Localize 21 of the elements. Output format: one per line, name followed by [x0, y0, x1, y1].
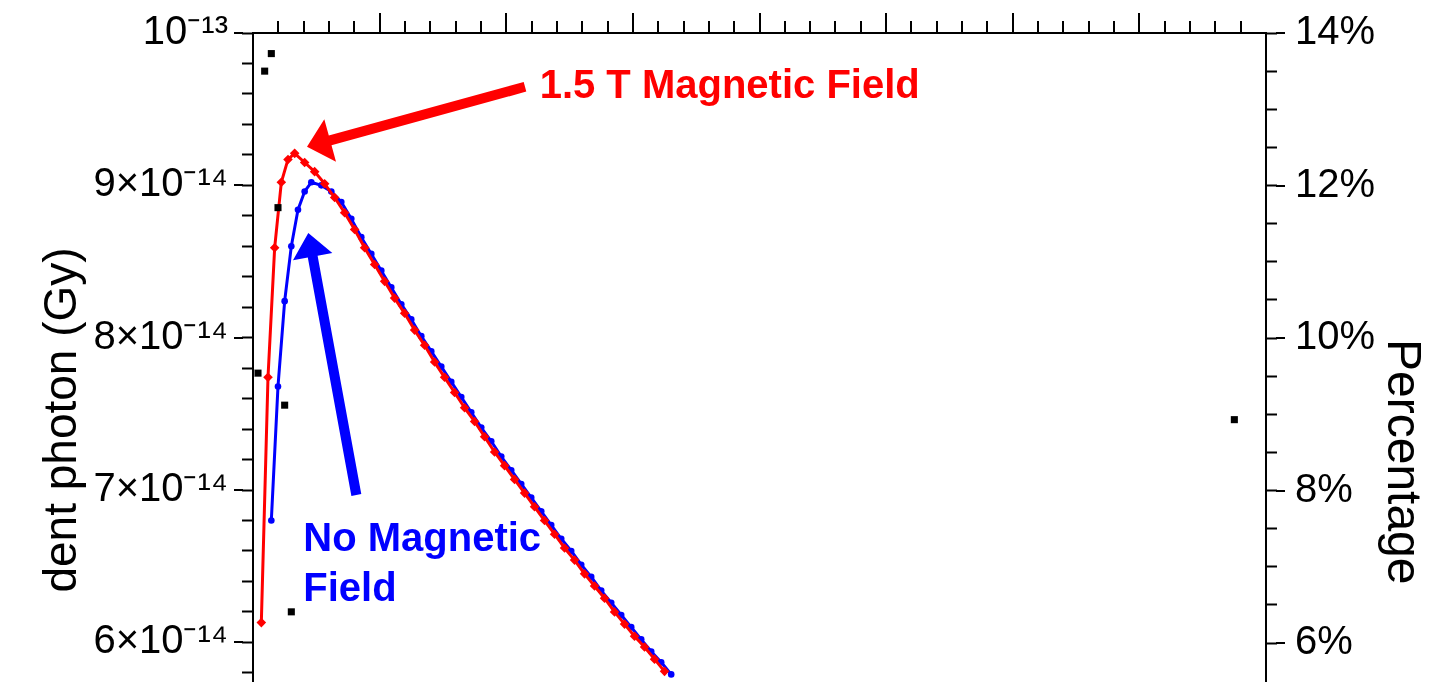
point — [287, 608, 295, 616]
y-tick-label: 10⁻¹³ — [142, 8, 228, 53]
point — [1230, 416, 1238, 424]
series-label: No Magnetic Field — [303, 514, 543, 612]
y-tick-label: 7×10⁻¹⁴ — [93, 465, 228, 510]
y2-tick-label: 10% — [1295, 313, 1376, 358]
point — [261, 67, 269, 75]
point — [281, 401, 289, 409]
point — [274, 204, 282, 212]
y2-axis-title: Percentage — [1378, 339, 1431, 585]
text: 1.5 T Magnetic Field — [539, 61, 920, 109]
y2-tick-label: 14% — [1295, 8, 1376, 53]
y2-tick-label: 6% — [1295, 618, 1353, 663]
y2-tick-label: 8% — [1295, 465, 1353, 510]
y-axis-title: dent photon (Gy) — [34, 247, 86, 593]
y-tick-label: 8×10⁻¹⁴ — [93, 312, 228, 357]
y2-tick-label: 12% — [1295, 160, 1376, 205]
point — [267, 50, 275, 58]
point — [254, 369, 262, 377]
y-tick-label: 9×10⁻¹⁴ — [93, 160, 228, 205]
y-tick-label: 6×10⁻¹⁴ — [93, 617, 228, 662]
